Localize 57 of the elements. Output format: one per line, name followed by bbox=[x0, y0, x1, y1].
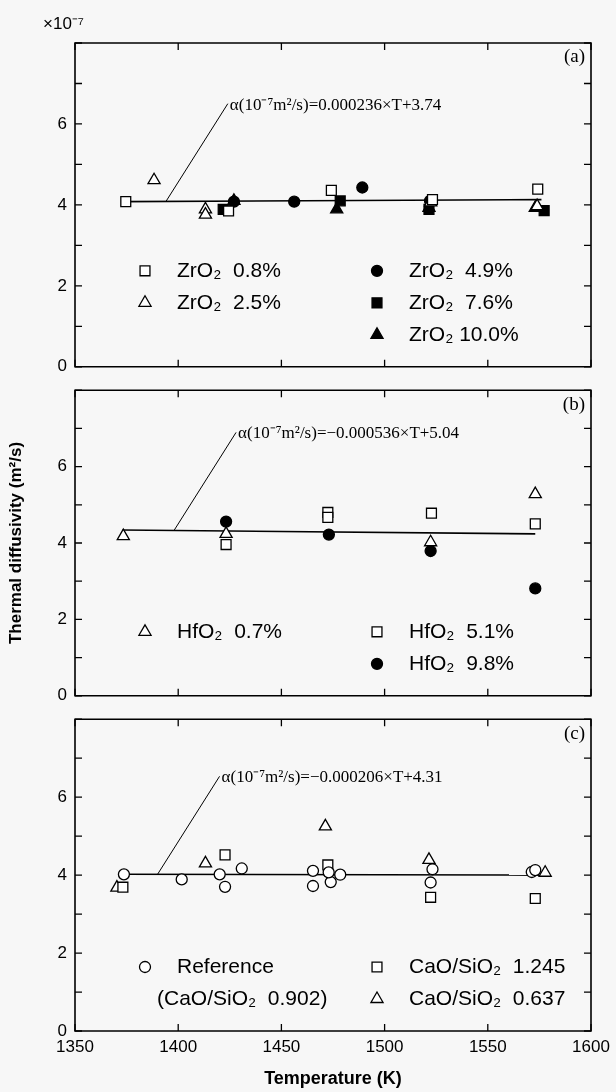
legend-label: ZrO₂ 0.8% bbox=[177, 257, 281, 281]
y-axis-title: Thermal diffusivity (m²/s) bbox=[5, 441, 25, 645]
text: ×10⁻⁷ bbox=[43, 14, 84, 33]
point bbox=[532, 183, 544, 195]
x-tick-label: 1500 bbox=[365, 1036, 404, 1056]
annotation: α(10⁻⁷m²/s)=−0.000206×T+4.31 bbox=[221, 767, 443, 787]
legend-label: HfO₂ 0.7% bbox=[177, 618, 283, 642]
y-tick-label: 4 bbox=[57, 864, 67, 884]
point bbox=[322, 511, 334, 524]
y-tick-label: 4 bbox=[57, 532, 67, 552]
point bbox=[219, 515, 233, 528]
x-axis-title: Temperature (K) bbox=[264, 1068, 402, 1089]
y-tick-label: 6 bbox=[57, 113, 67, 133]
point bbox=[147, 172, 161, 185]
point bbox=[120, 196, 132, 208]
legend-label: ZrO₂ 2.5% bbox=[177, 289, 281, 313]
legend-label: HfO₂ 5.1% bbox=[409, 618, 515, 642]
y-tick-label: 0 bbox=[57, 685, 67, 705]
point bbox=[425, 507, 438, 519]
y-tick-label: 2 bbox=[57, 275, 67, 295]
legend-label: ZrO₂ 4.9% bbox=[409, 257, 513, 281]
x-tick-label: 1600 bbox=[572, 1036, 610, 1056]
point bbox=[322, 528, 336, 541]
chart-title: (a) bbox=[563, 45, 585, 68]
point bbox=[334, 195, 346, 207]
point bbox=[325, 184, 337, 196]
y-tick-label: 2 bbox=[57, 942, 67, 962]
chart-title: (c) bbox=[563, 721, 585, 744]
point bbox=[219, 526, 233, 538]
legend-label: ZrO₂ 7.6% bbox=[409, 289, 513, 313]
point bbox=[529, 518, 541, 530]
point bbox=[116, 528, 131, 541]
point bbox=[529, 582, 542, 595]
point bbox=[528, 486, 542, 499]
y-tick-label: 2 bbox=[57, 609, 67, 629]
x-tick-label: 1550 bbox=[468, 1036, 507, 1056]
y-tick-label: 6 bbox=[57, 786, 67, 806]
annotation: α(10⁻⁷m²/s)=−0.000536×T+5.04 bbox=[238, 423, 460, 443]
y-tick-label: 6 bbox=[57, 456, 67, 476]
chart-title: (b) bbox=[562, 392, 585, 415]
point bbox=[220, 538, 232, 551]
x-tick-label: 1400 bbox=[159, 1036, 198, 1056]
point bbox=[424, 544, 437, 558]
legend-label: CaO/SiO₂ 1.245 bbox=[409, 953, 566, 977]
legend-label: Reference (CaO/SiO₂ 0.902) bbox=[157, 953, 328, 1009]
x-tick-label: 1450 bbox=[262, 1036, 301, 1056]
legend-label: ZrO₂ 10.0% bbox=[409, 321, 519, 345]
point bbox=[423, 534, 438, 547]
point bbox=[356, 181, 369, 194]
legend-label: CaO/SiO₂ 0.637 bbox=[409, 985, 566, 1009]
point bbox=[222, 205, 235, 217]
legend-label: HfO₂ 9.8% bbox=[409, 650, 515, 674]
point bbox=[288, 195, 301, 208]
y-tick-label: 4 bbox=[57, 194, 67, 214]
y-tick-label: 0 bbox=[57, 356, 67, 376]
annotation: α(10⁻⁷m²/s)=0.000236×T+3.74 bbox=[229, 94, 442, 114]
point bbox=[198, 206, 213, 219]
